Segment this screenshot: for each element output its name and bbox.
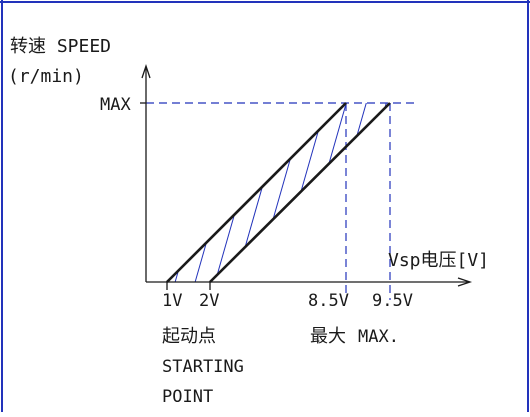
hatch-line [269,103,331,282]
y-max-label: MAX [100,95,131,115]
max-label-en: MAX. [358,327,399,347]
y-axis-title-line2: (r/min) [8,66,84,87]
x-axis-arrow [457,277,473,287]
x-tick-label-9-5v: 9.5V [372,291,413,311]
start-label-en-1: STARTING [162,357,244,377]
start-label-cn: 起动点 [162,326,216,347]
falling-line [209,102,391,283]
max-label-cn: 最大 [310,326,346,347]
hatch-line [189,103,251,282]
hatch-line [309,103,371,282]
x-tick-label-8-5v: 8.5V [308,291,349,311]
y-axis-title-line1: 转速 SPEED [10,36,111,57]
hatch-line [329,103,390,282]
hatch-line [249,103,311,282]
x-axis-title: Vsp电压[V] [388,250,489,271]
x-tick-label-1v: 1V [162,291,182,311]
start-label-en-2: POINT [162,387,213,407]
hatch-line [229,103,291,282]
x-tick-label-2v: 2V [199,291,219,311]
hatch-line [209,103,271,282]
y-axis-arrow [141,63,151,79]
rising-line [166,102,347,283]
